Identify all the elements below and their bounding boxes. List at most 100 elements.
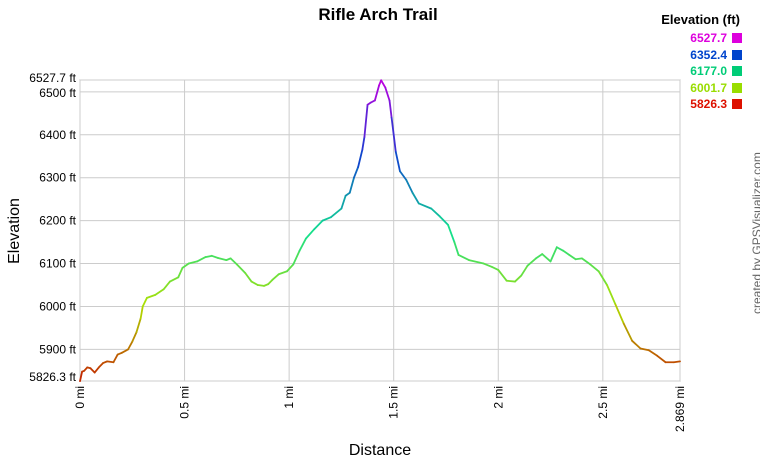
profile-segment — [589, 263, 600, 273]
profile-segment — [177, 266, 184, 279]
legend-swatch — [732, 99, 742, 110]
y-tick-label: 6100 ft — [39, 257, 76, 271]
profile-segment — [286, 263, 295, 273]
profile-segment — [235, 263, 247, 274]
profile-segment — [491, 266, 500, 271]
profile-segment — [357, 148, 364, 168]
profile-segment — [106, 360, 115, 364]
x-tick-label: 0 mi — [73, 386, 87, 409]
profile-segment — [340, 194, 347, 210]
profile-segment — [353, 166, 360, 179]
profile-segment — [597, 270, 608, 286]
profile-segment — [417, 202, 433, 210]
legend-label: 6177.0 — [690, 64, 727, 79]
profile-segment — [673, 360, 681, 364]
profile-segment — [457, 254, 470, 262]
profile-segment — [373, 84, 380, 102]
credit-text: created by GPSVisualizer.com — [750, 152, 760, 314]
profile-segment — [394, 151, 401, 173]
legend-swatch — [732, 82, 742, 93]
profile-segment — [204, 254, 213, 259]
legend-label: 5826.3 — [690, 97, 727, 112]
profile-segment — [162, 280, 171, 291]
profile-segment — [405, 178, 414, 194]
profile-segment — [505, 279, 516, 283]
profile-segment — [146, 293, 157, 299]
legend: 6527.7 6352.4 6177.0 6001.7 5826.3 — [640, 30, 742, 113]
profile-segment — [210, 254, 219, 259]
grid-lines — [79, 79, 681, 382]
profile-segment — [656, 354, 667, 364]
profile-segment — [639, 347, 650, 352]
profile-segment — [568, 254, 577, 261]
profile-segment — [363, 103, 369, 138]
profile-segment — [196, 256, 207, 263]
profile-segment — [217, 257, 228, 262]
profile-segment — [131, 331, 138, 343]
profile-segment — [430, 207, 441, 218]
profile-segment — [187, 260, 199, 265]
profile-segment — [497, 269, 508, 282]
profile-segment — [229, 257, 238, 266]
profile-segment — [453, 241, 460, 256]
profile-segment — [79, 370, 83, 383]
x-tick-label: 2 mi — [491, 386, 505, 409]
profile-segment — [348, 176, 355, 194]
profile-segment — [549, 246, 558, 263]
profile-segment — [304, 228, 316, 240]
profile-segment — [399, 170, 408, 181]
profile-segment — [606, 284, 617, 306]
profile-segment — [526, 257, 537, 267]
profile-segment — [541, 253, 552, 263]
y-tick-label: 6500 ft — [39, 86, 76, 100]
profile-segment — [112, 353, 119, 364]
y-tick-label: 6200 ft — [39, 214, 76, 228]
legend-label: 6527.7 — [690, 31, 727, 46]
legend-label: 6352.4 — [690, 47, 727, 62]
profile-segment — [535, 253, 544, 260]
profile-segment — [93, 366, 100, 374]
profile-segment — [614, 303, 625, 325]
profile-segment — [482, 262, 493, 268]
x-tick-label: 1.5 mi — [387, 386, 401, 419]
elevation-profile-line — [79, 79, 681, 383]
profile-segment — [135, 317, 142, 334]
profile-segment — [447, 224, 456, 243]
x-tick-label: 1 mi — [282, 386, 296, 409]
profile-segment — [97, 362, 104, 369]
profile-segment — [330, 207, 343, 219]
legend-swatch — [732, 33, 742, 44]
profile-segment — [127, 340, 134, 351]
profile-segment — [244, 272, 253, 283]
profile-segment — [292, 249, 301, 266]
profile-segment — [581, 257, 592, 266]
profile-segment — [321, 216, 332, 222]
profile-segment — [141, 296, 148, 308]
profile-segment — [438, 215, 449, 226]
profile-segment — [271, 273, 280, 281]
profile-segment — [181, 262, 190, 269]
legend-item: 6177.0 — [640, 63, 742, 80]
profile-segment — [154, 288, 165, 296]
profile-segment — [384, 86, 391, 102]
y-tick-label: 5826.3 ft — [29, 370, 76, 384]
y-tick-label: 6527.7 ft — [29, 71, 76, 85]
x-axis-label: Distance — [349, 442, 411, 459]
profile-segment — [555, 246, 564, 252]
profile-segment — [298, 237, 307, 252]
profile-segment — [361, 136, 366, 151]
legend-item: 5826.3 — [640, 96, 742, 113]
profile-segment — [169, 276, 180, 283]
profile-segment — [139, 305, 144, 320]
profile-segment — [390, 116, 397, 153]
x-axis-ticks: 0 mi 0.5 mi 1 mi 1.5 mi 2 mi 2.5 mi 2.869 mi — [73, 386, 687, 432]
legend-swatch — [732, 49, 742, 60]
profile-segment — [89, 367, 96, 374]
profile-segment — [380, 79, 387, 89]
profile-segment — [631, 339, 642, 350]
profile-segment — [256, 284, 265, 287]
y-axis-ticks: 5826.3 ft 5900 ft 6000 ft 6100 ft 6200 ft 630… — [29, 71, 76, 384]
x-tick-label: 0.5 mi — [178, 386, 192, 419]
profile-segment — [267, 278, 274, 286]
